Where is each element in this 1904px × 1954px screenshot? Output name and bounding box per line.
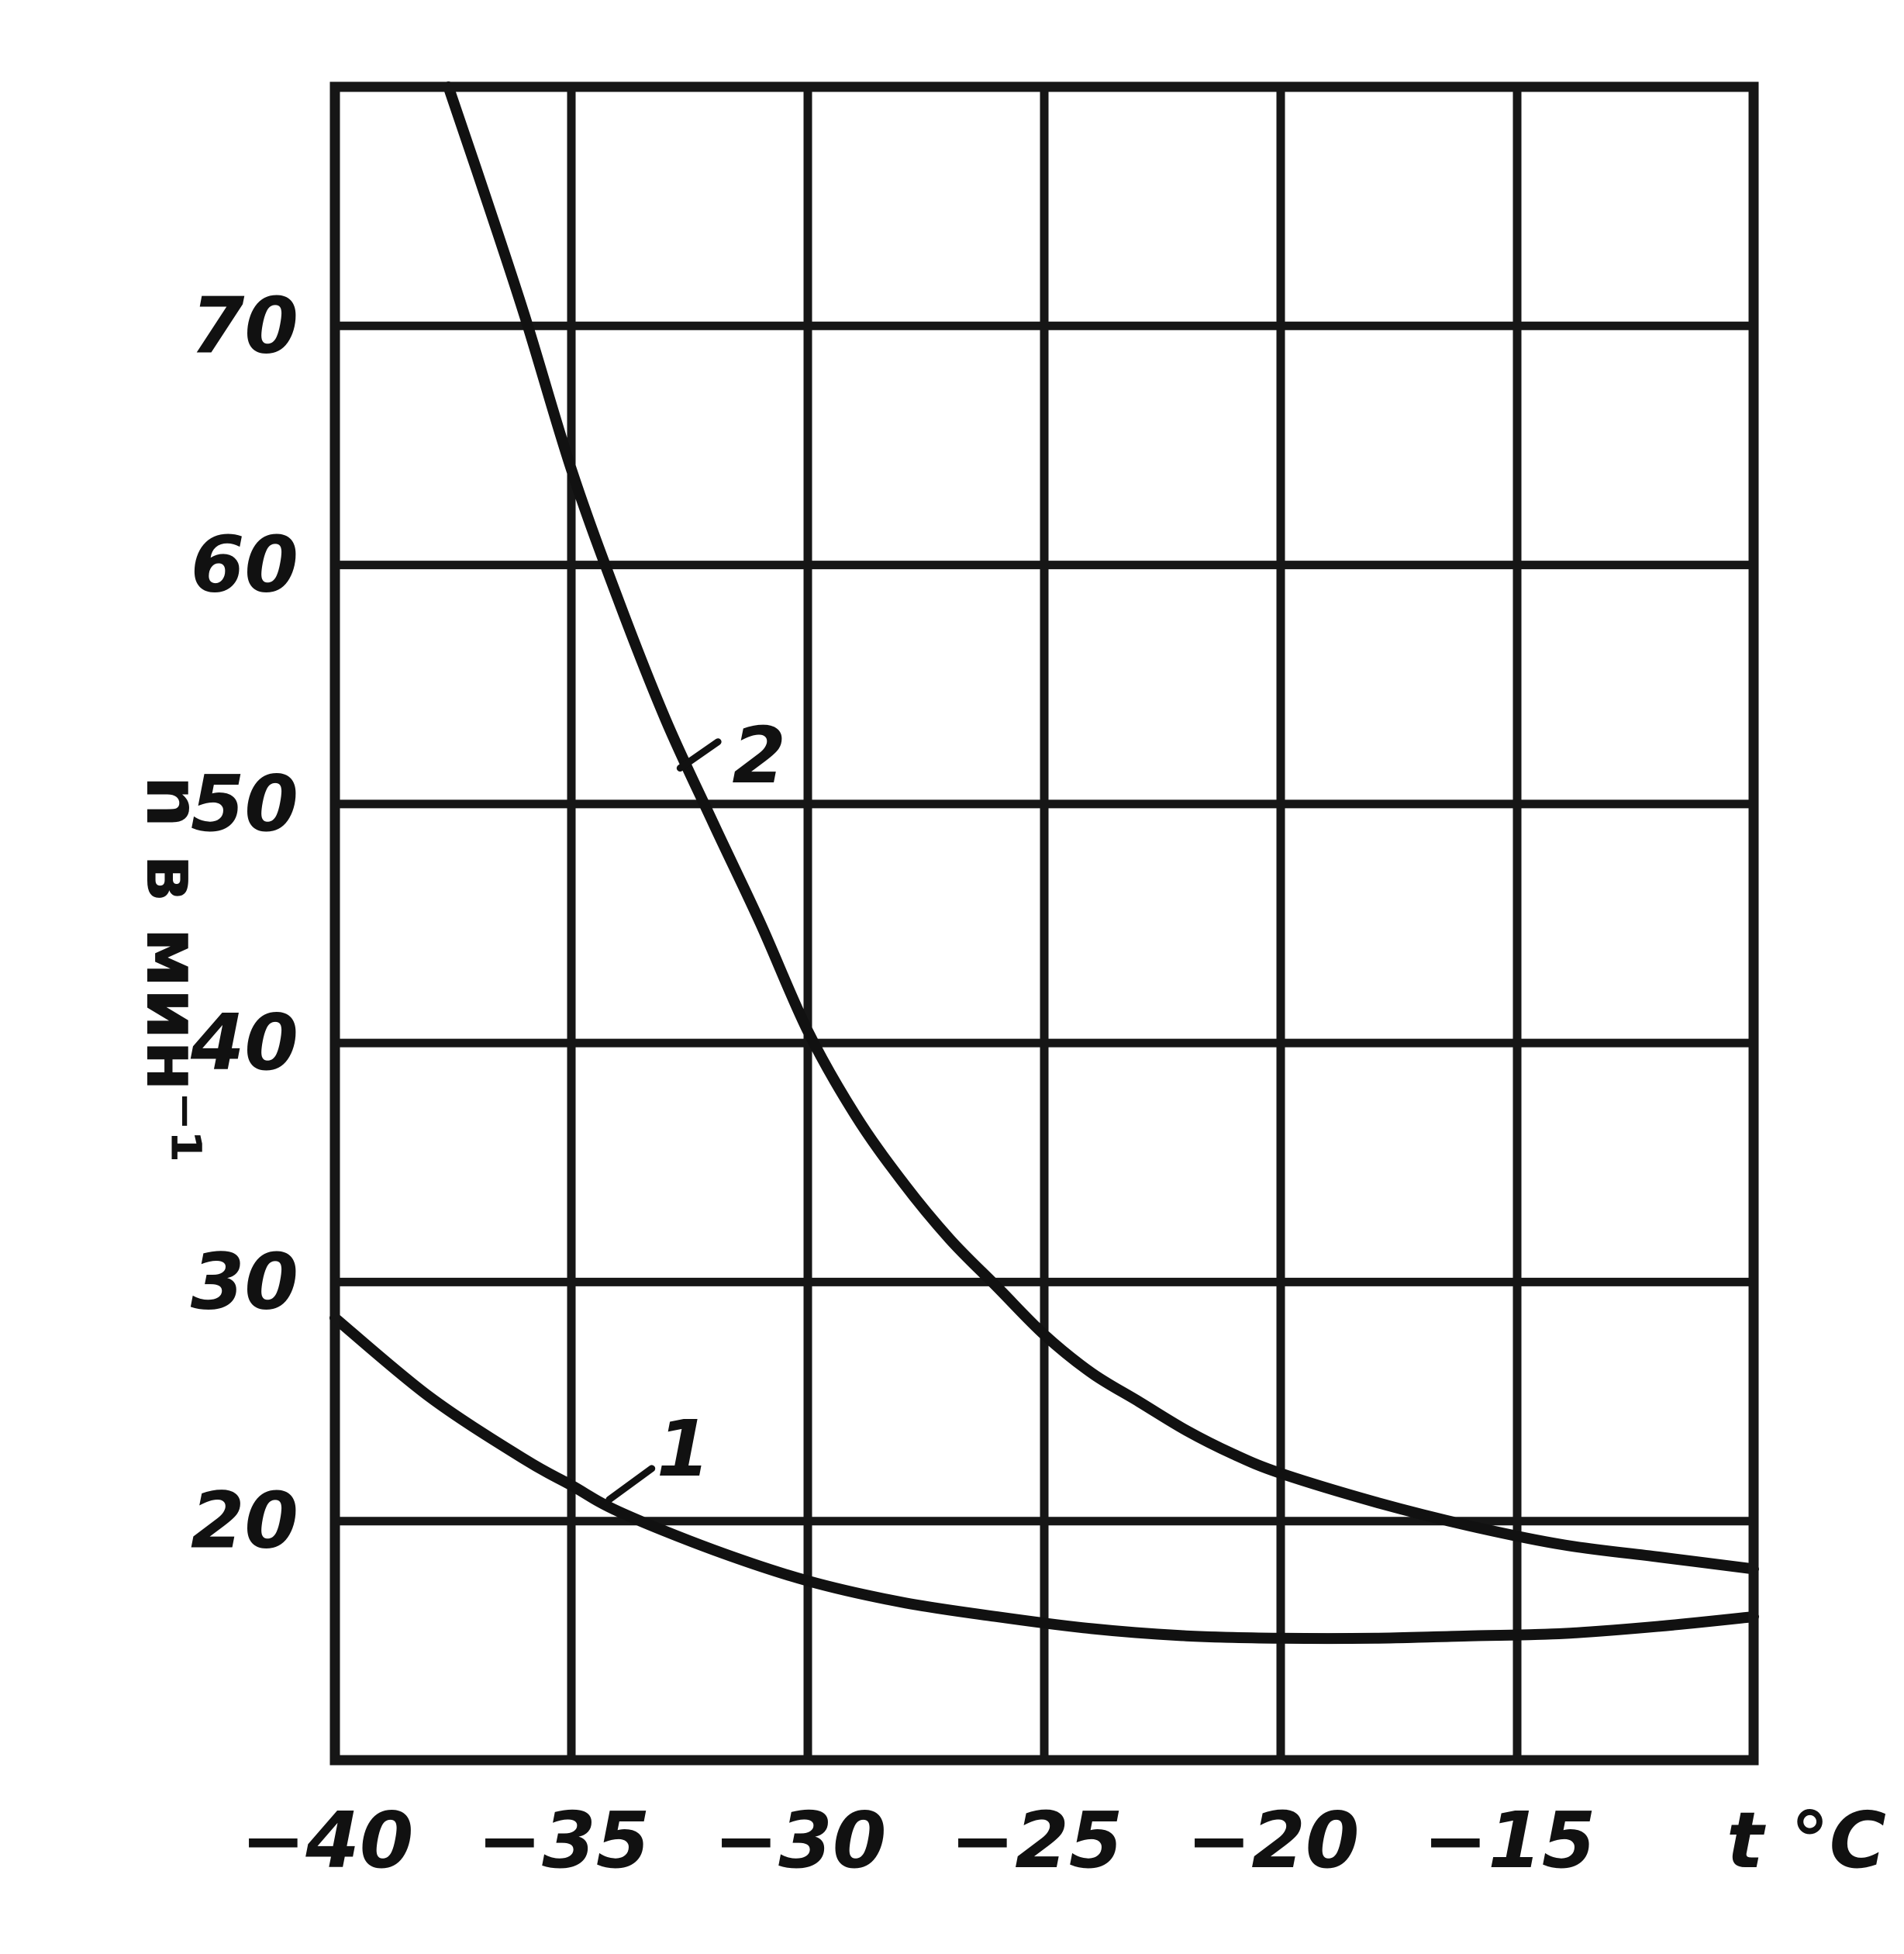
y-tick-label: 30 bbox=[191, 1236, 298, 1327]
curves bbox=[329, 81, 1759, 1645]
y-tick-label: 20 bbox=[191, 1476, 298, 1566]
curve-labels: 21 bbox=[605, 710, 786, 1503]
x-axis-label: t °C bbox=[1726, 1795, 1886, 1886]
series-label-2: 2 bbox=[732, 710, 786, 801]
series-line-1 bbox=[329, 1312, 1759, 1645]
y-tick-label: 60 bbox=[191, 520, 298, 610]
y-tick-label: 70 bbox=[191, 280, 298, 371]
x-tick-label: −40 bbox=[241, 1795, 414, 1886]
x-tick-label: −20 bbox=[1187, 1795, 1360, 1886]
x-tick-label: −35 bbox=[478, 1795, 650, 1886]
plot-frame bbox=[329, 81, 1759, 1766]
x-tick-label: −25 bbox=[950, 1795, 1123, 1886]
series-leader-1 bbox=[605, 1465, 656, 1503]
grid bbox=[335, 87, 1754, 1760]
y-axis-label: n в мин⁻¹ bbox=[129, 775, 216, 1164]
series-leader-2 bbox=[676, 738, 722, 772]
series-label-1: 1 bbox=[657, 1403, 711, 1494]
x-tick-label: −15 bbox=[1423, 1795, 1596, 1886]
y-tick-label: 50 bbox=[191, 758, 298, 849]
y-tick-label: 40 bbox=[190, 997, 298, 1088]
x-tick-label: −30 bbox=[714, 1795, 887, 1886]
series-line-2 bbox=[443, 81, 1759, 1575]
x-tick-labels: −40 −35 −30 −25 −20 −15 bbox=[241, 1795, 1596, 1886]
y-tick-labels: 20 30 40 50 60 70 bbox=[190, 280, 298, 1566]
